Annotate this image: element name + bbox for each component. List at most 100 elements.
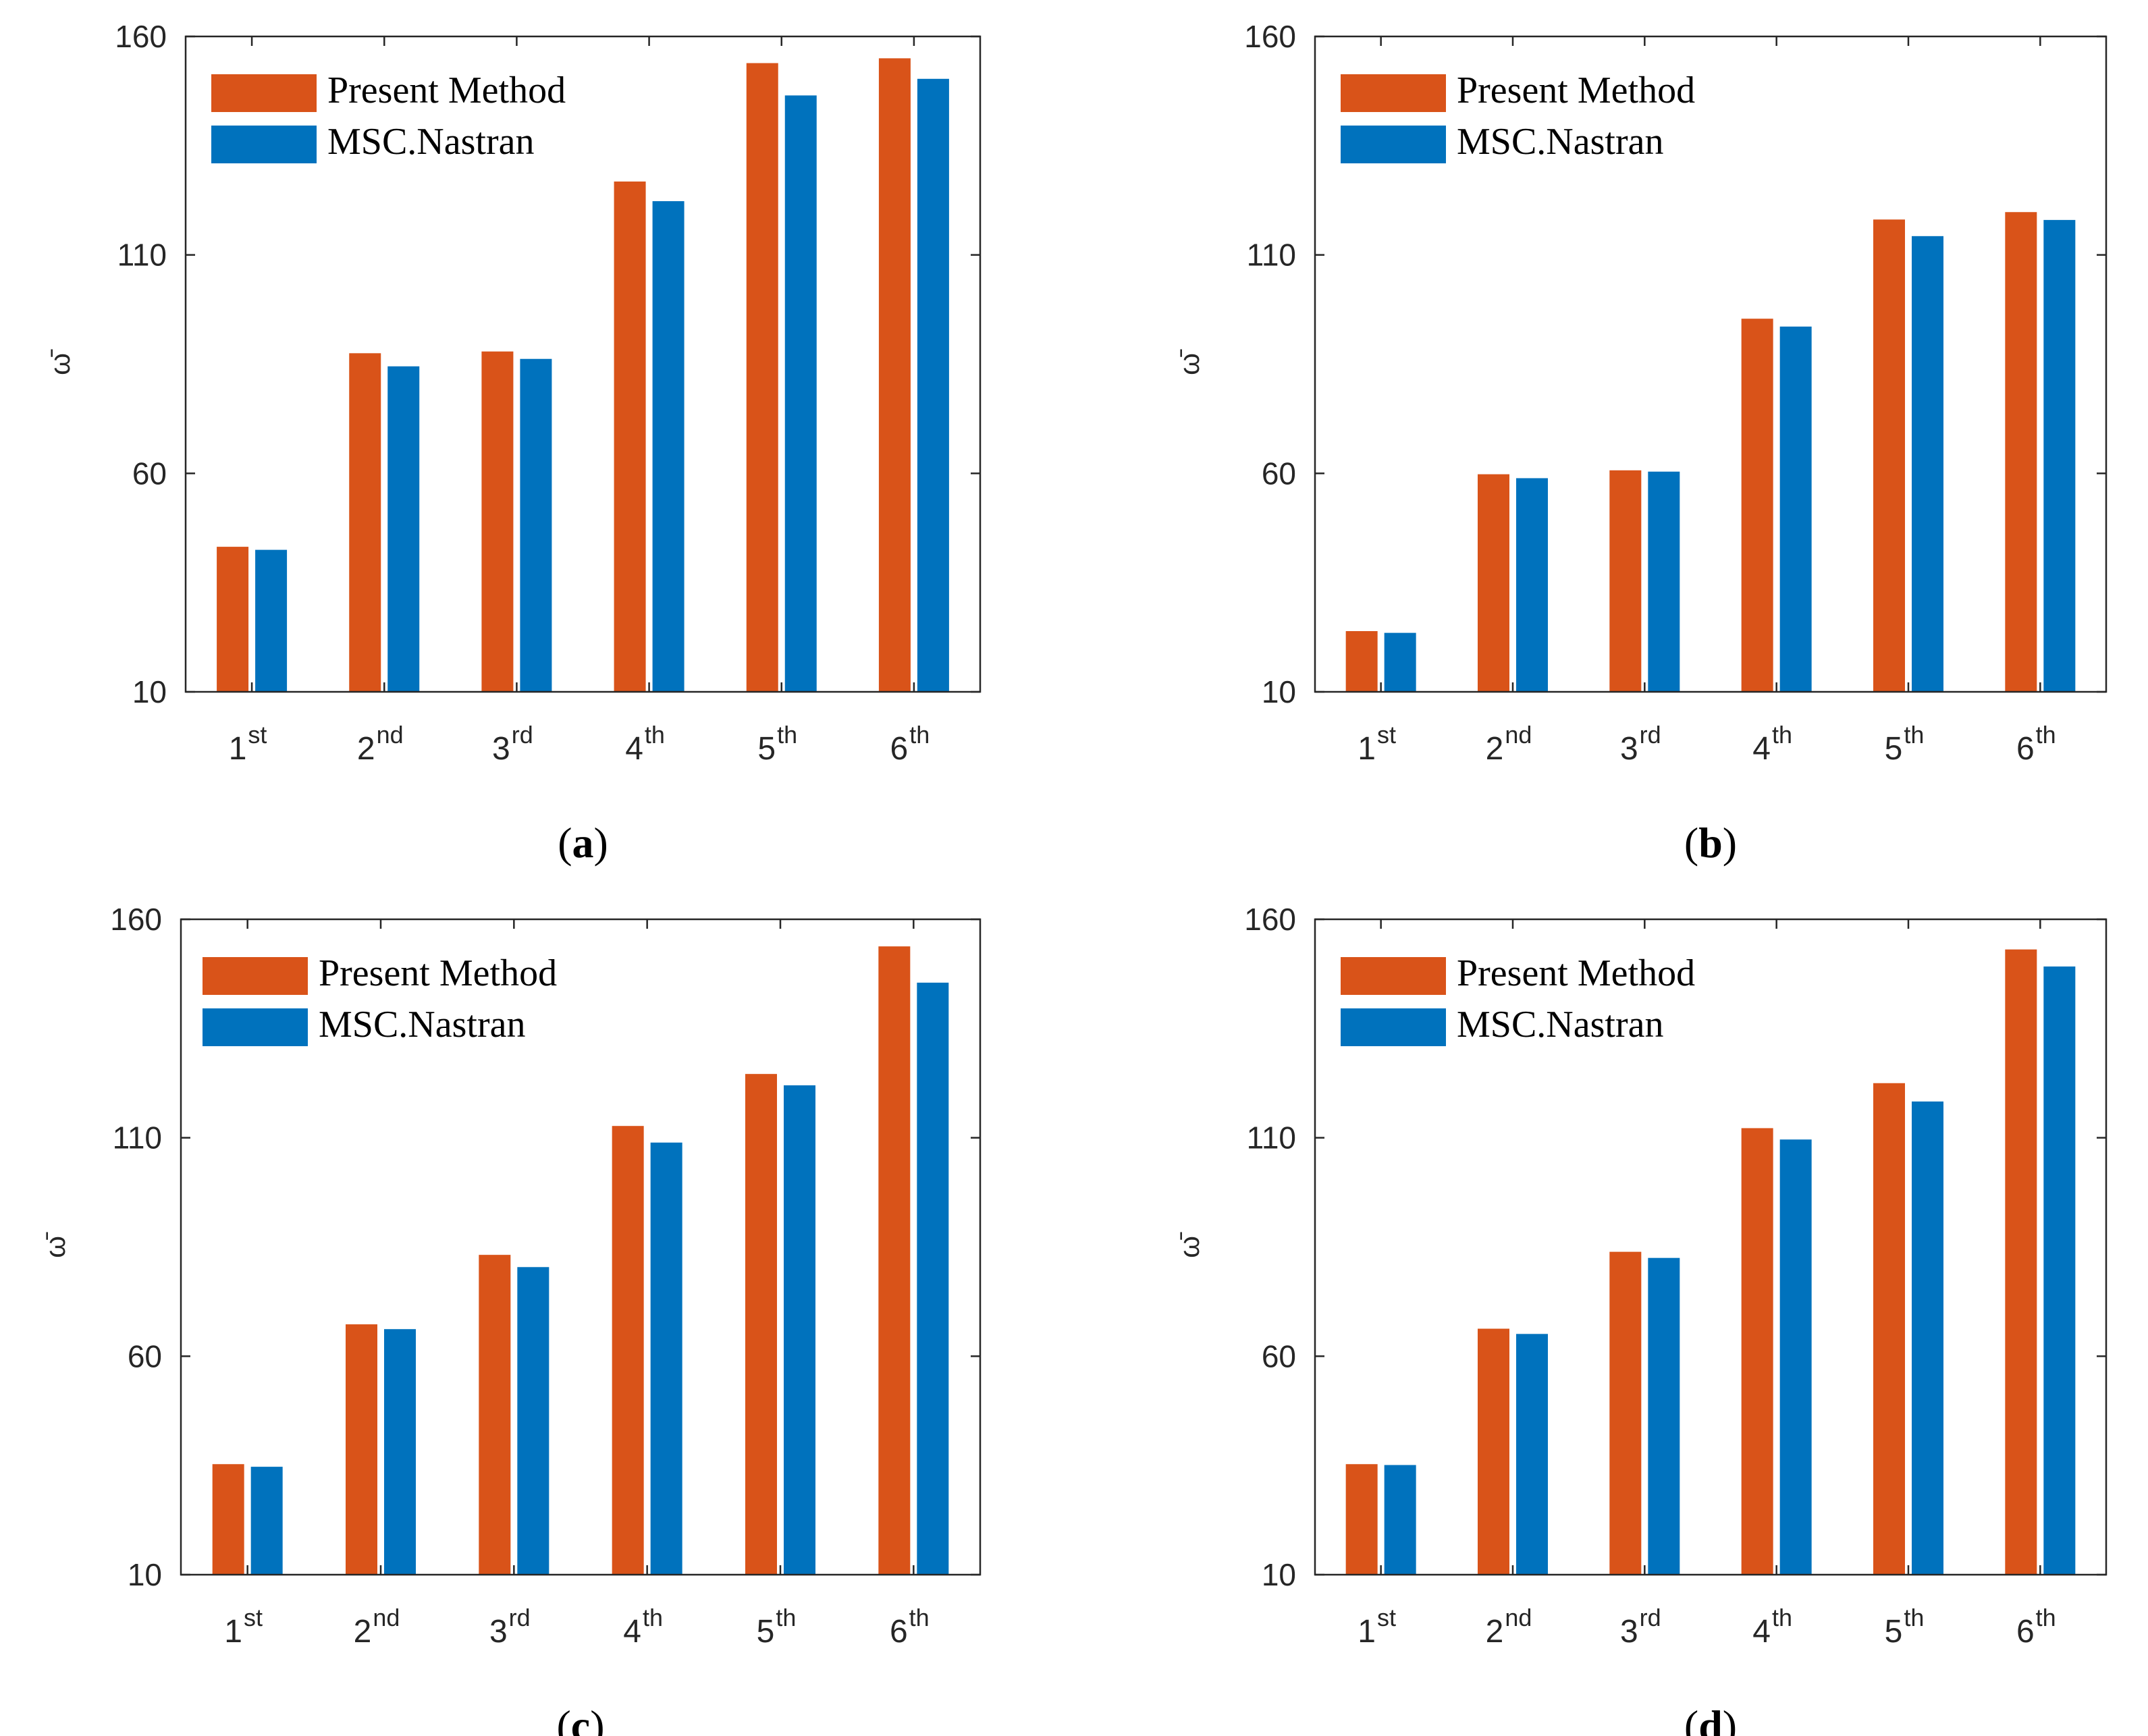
bar-nastran-6 bbox=[2043, 219, 2076, 692]
x-tick-label-base: 6 bbox=[890, 1614, 908, 1650]
bar-present-3 bbox=[481, 351, 514, 692]
panel-label-letter: b bbox=[1698, 819, 1723, 867]
legend: Present Method MSC.Nastran bbox=[203, 952, 557, 1046]
bar-present-5 bbox=[746, 63, 778, 693]
bar-present-1 bbox=[1345, 631, 1378, 692]
x-tick-label-base: 1 bbox=[229, 731, 247, 767]
panel-label: (a) bbox=[558, 819, 608, 867]
bar-present-1 bbox=[1345, 1464, 1378, 1575]
x-tick-label-sup: th bbox=[777, 721, 797, 749]
x-tick-label: 6th bbox=[2016, 1604, 2056, 1650]
panel-label: (c) bbox=[556, 1702, 604, 1736]
legend: Present Method MSC.Nastran bbox=[211, 70, 566, 163]
bar-nastran-3 bbox=[1648, 471, 1680, 692]
y-tick-label: 110 bbox=[117, 238, 167, 273]
bar-present-2 bbox=[346, 1324, 377, 1575]
bar-present-4 bbox=[1741, 319, 1773, 692]
legend-label-present: Present Method bbox=[327, 70, 566, 111]
x-tick-label-sup: st bbox=[1377, 721, 1396, 749]
x-tick-label-base: 4 bbox=[625, 731, 643, 767]
x-tick-label-base: 5 bbox=[757, 731, 776, 767]
bar-nastran-3 bbox=[517, 1267, 549, 1575]
bar-nastran-4 bbox=[1779, 1139, 1812, 1575]
x-tick-label-base: 3 bbox=[489, 1614, 508, 1650]
x-tick-label-base: 4 bbox=[1752, 731, 1771, 767]
bar-nastran-5 bbox=[784, 1085, 815, 1575]
bar-nastran-6 bbox=[2043, 966, 2076, 1575]
bar-present-4 bbox=[1741, 1128, 1773, 1575]
bar-present-4 bbox=[612, 1126, 644, 1575]
bar-nastran-5 bbox=[1912, 1101, 1943, 1575]
x-tick-label-sup: th bbox=[2036, 1604, 2056, 1631]
x-tick-label-base: 2 bbox=[1486, 1614, 1504, 1650]
y-tick-label: 160 bbox=[1244, 19, 1296, 54]
y-axis-label: ω̄ bbox=[1173, 1232, 1205, 1258]
panel-label-open: ( bbox=[558, 819, 572, 867]
x-tick-label-sup: nd bbox=[1505, 1604, 1532, 1631]
x-tick-label-base: 5 bbox=[1885, 1614, 1903, 1650]
x-tick-label-sup: nd bbox=[373, 1604, 400, 1631]
panel-label-letter: d bbox=[1698, 1702, 1723, 1736]
x-tick-label: 1st bbox=[229, 721, 267, 767]
bar-nastran-2 bbox=[1516, 478, 1548, 692]
x-tick-label: 5th bbox=[757, 721, 797, 767]
x-tick-label: 6th bbox=[890, 721, 930, 767]
x-tick-label-base: 1 bbox=[1358, 731, 1376, 767]
bar-present-3 bbox=[479, 1255, 511, 1575]
legend-label-nastran: MSC.Nastran bbox=[327, 121, 534, 163]
axes-frame bbox=[1314, 918, 2107, 1576]
bar-nastran-2 bbox=[387, 366, 420, 692]
bar-present-6 bbox=[2005, 949, 2037, 1575]
y-axis-label: ω̄ bbox=[44, 349, 76, 375]
bar-nastran-1 bbox=[1384, 632, 1416, 692]
x-tick-label: 1st bbox=[224, 1604, 263, 1650]
bar-present-6 bbox=[878, 946, 911, 1575]
x-tick-label-sup: th bbox=[645, 721, 665, 749]
x-tick-label-base: 5 bbox=[757, 1614, 775, 1650]
x-tick-label-base: 6 bbox=[2016, 1614, 2035, 1650]
panel-label-open: ( bbox=[556, 1702, 570, 1736]
x-tick-label: 4th bbox=[625, 721, 665, 767]
panel-label-close: ) bbox=[1723, 819, 1737, 867]
panel-label-letter: c bbox=[571, 1702, 590, 1736]
x-tick-label-sup: rd bbox=[1640, 1604, 1661, 1631]
bar-nastran-3 bbox=[1648, 1257, 1680, 1575]
x-tick-label-sup: st bbox=[248, 721, 267, 749]
bar-present-1 bbox=[217, 547, 249, 692]
x-tick-label: 2nd bbox=[354, 1604, 400, 1650]
panel-label-close: ) bbox=[590, 1702, 604, 1736]
x-tick-label-base: 4 bbox=[623, 1614, 641, 1650]
panel-label-open: ( bbox=[1684, 1702, 1698, 1736]
bar-nastran-1 bbox=[255, 549, 288, 692]
legend-swatch-nastran bbox=[203, 1008, 308, 1046]
x-tick-label-sup: th bbox=[643, 1604, 663, 1631]
bar-present-3 bbox=[1609, 470, 1642, 692]
y-tick-label: 60 bbox=[1262, 1338, 1296, 1374]
x-tick-label-base: 3 bbox=[492, 731, 510, 767]
y-tick-label: 60 bbox=[132, 456, 167, 491]
x-tick-label-sup: nd bbox=[377, 721, 404, 749]
x-tick-label: 3rd bbox=[1620, 721, 1661, 767]
y-tick-label: 10 bbox=[1262, 1557, 1296, 1592]
x-tick-label: 3rd bbox=[489, 1604, 531, 1650]
y-tick-label: 60 bbox=[1262, 456, 1296, 491]
legend: Present Method MSC.Nastran bbox=[1341, 952, 1695, 1046]
legend-swatch-present bbox=[211, 74, 317, 112]
legend-swatch-nastran bbox=[211, 126, 317, 163]
bar-present-2 bbox=[1478, 1328, 1509, 1575]
x-tick-label-sup: rd bbox=[509, 1604, 531, 1631]
y-tick-label: 60 bbox=[128, 1338, 162, 1374]
legend-label-nastran: MSC.Nastran bbox=[1457, 121, 1663, 163]
x-tick-label: 4th bbox=[1752, 1604, 1792, 1650]
x-tick-label-sup: th bbox=[1772, 721, 1792, 749]
x-tick-label: 3rd bbox=[492, 721, 533, 767]
legend-label-nastran: MSC.Nastran bbox=[319, 1004, 525, 1046]
x-tick-label: 6th bbox=[2016, 721, 2056, 767]
bar-present-3 bbox=[1609, 1251, 1642, 1575]
bar-nastran-3 bbox=[520, 358, 552, 692]
y-axis-label: ω̄ bbox=[39, 1232, 71, 1258]
bar-present-5 bbox=[1873, 1083, 1905, 1575]
legend-swatch-nastran bbox=[1341, 1008, 1446, 1046]
